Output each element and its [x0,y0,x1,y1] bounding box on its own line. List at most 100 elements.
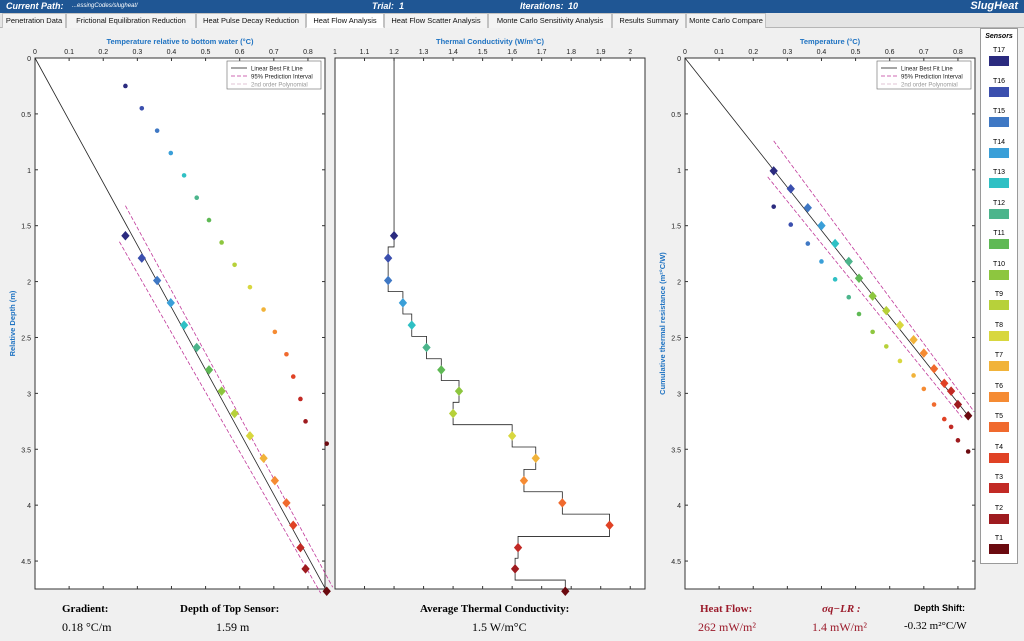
sensor-label: T3 [994,474,1004,481]
data-marker-dot [941,416,947,422]
iterations-label: Iterations: [520,1,564,11]
tab-monte-carlo-compare[interactable]: Monte Carlo Compare [686,13,766,28]
y-tick-label: 3 [27,391,31,398]
tab-bar: Penetration Data Frictional Equilibratio… [0,13,1024,28]
top-sensor-label: Depth of Top Sensor: [180,603,280,615]
tab-frictional-equilibration[interactable]: Frictional Equilibration Reduction [66,13,196,28]
y-tick-label: 0 [677,56,681,63]
y-tick-label: 0 [27,56,31,63]
tab-penetration-data[interactable]: Penetration Data [2,13,66,28]
sensor-entry-t7: T7 [987,352,1011,371]
data-marker-dot [856,311,862,317]
y-tick-label: 2.5 [671,335,681,342]
y-tick-label: 1.5 [21,224,31,231]
data-marker-diamond [953,399,963,410]
tab-heat-flow-scatter[interactable]: Heat Flow Scatter Analysis [384,13,488,28]
y-tick-label: 4.5 [21,559,31,566]
sensor-swatch [989,391,1009,402]
y-tick-label: 1 [27,168,31,175]
conductivity-label: Average Thermal Conductivity: [420,603,570,615]
x-tick-label: 1.2 [389,49,399,56]
data-marker-diamond [289,520,298,531]
x-tick-label: 0.2 [98,49,108,56]
x-tick-label: 1.8 [566,49,576,56]
data-marker-diamond [854,273,864,283]
data-marker-dot [261,307,266,312]
depth-shift-label: Depth Shift: [914,603,965,613]
data-marker-dot [911,373,916,378]
sensor-swatch [989,300,1009,310]
data-marker-diamond [437,365,446,375]
data-marker-dot [883,344,889,349]
data-marker-diamond [561,586,570,596]
data-marker-dot [154,128,160,133]
tab-heat-pulse-decay[interactable]: Heat Pulse Decay Reduction [196,13,306,28]
y-tick-label: 3 [677,391,681,398]
data-marker-dot [771,204,777,209]
y-axis-label: Relative Depth (m) [8,290,17,356]
sensor-entry-t10: T10 [987,261,1011,280]
y-tick-label: 2 [677,280,681,287]
tab-monte-carlo-sensitivity[interactable]: Monte Carlo Sensitivity Analysis [488,13,612,28]
current-path-label: Current Path: [6,1,64,11]
x-tick-label: 0.5 [851,49,861,56]
data-marker-dot [948,424,954,430]
sensor-label: T10 [992,260,1006,268]
x-tick-label: 1.1 [360,49,370,56]
x-tick-label: 0.5 [201,49,211,56]
data-marker-diamond [558,498,567,508]
data-marker-diamond [964,410,973,421]
y-tick-label: 2.5 [21,335,31,342]
tab-heat-flow-analysis[interactable]: Heat Flow Analysis [306,13,384,28]
data-marker-dot [290,374,296,379]
best-fit-line [684,57,969,416]
legend-entry: Linear Best Fit Line [901,67,953,73]
data-marker-dot [206,217,212,223]
sensor-label: T5 [994,413,1004,420]
data-marker-dot [931,402,937,407]
y-tick-label: 4 [677,503,681,510]
data-marker-dot [247,284,253,290]
depth-shift-value: -0.32 m²°C/W [904,620,967,632]
data-marker-diamond [868,291,877,301]
x-tick-label: 1.6 [507,49,517,56]
sensor-swatch [989,208,1009,219]
sensor-entry-t1: T1 [987,535,1011,554]
data-marker-diamond [422,342,431,353]
x-tick-label: 1.3 [419,49,429,56]
sensor-label: T2 [994,504,1004,512]
x-tick-label: 1.7 [537,49,547,56]
x-axis-label: Temperature (°C) [800,37,861,46]
sensor-entry-t3: T3 [987,474,1011,493]
data-marker-diamond [192,342,201,353]
data-marker-dot [219,240,224,245]
data-marker-diamond [605,520,614,531]
data-marker-diamond [946,386,956,396]
prediction-upper [773,140,975,412]
data-marker-diamond [909,334,918,345]
data-marker-dot [897,358,903,364]
sensor-label: T8 [994,321,1004,329]
data-marker-diamond [179,320,189,330]
tab-results-summary[interactable]: Results Summary [612,13,686,28]
data-marker-dot [181,173,187,178]
data-marker-diamond [152,275,162,286]
data-marker-diamond [301,564,310,574]
prediction-upper [125,205,334,588]
sensor-swatch [989,147,1009,158]
sensor-swatch [989,452,1009,463]
sensor-label: T16 [992,77,1006,85]
sensor-label: T1 [994,535,1004,542]
data-marker-diamond [769,166,778,176]
heat-flow-panel: 0 0.1 0.2 0.3 0.4 0.5 0.6 0.7 0.8 0 0.5 1 1.5 2 2.5 3 3.… [0,28,1024,641]
data-marker-diamond [230,408,239,419]
sensor-label: T4 [994,443,1004,451]
iterations-value: 10 [568,1,579,11]
sensor-entry-t6: T6 [987,383,1011,402]
sensor-entry-t15: T15 [987,108,1011,127]
x-tick-label: 0.3 [782,49,792,56]
data-marker-dot [832,277,838,282]
data-marker-diamond [513,542,523,553]
legend-entry: 95% Prediction Interval [251,75,313,81]
y-tick-label: 1.5 [671,224,681,231]
